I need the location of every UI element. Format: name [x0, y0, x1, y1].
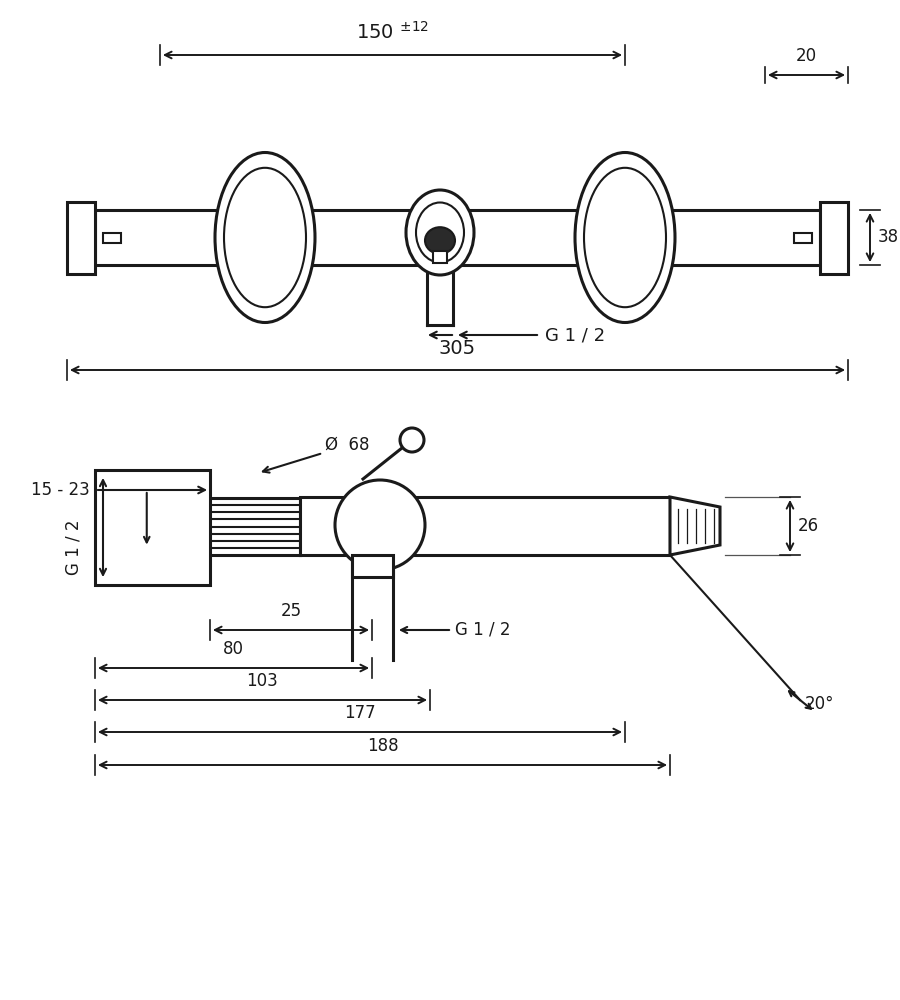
Circle shape [335, 480, 425, 570]
Ellipse shape [224, 168, 306, 307]
Text: 150 $^{\pm12}$: 150 $^{\pm12}$ [356, 21, 429, 43]
Text: 20: 20 [796, 47, 817, 65]
Bar [352, 555, 393, 577]
Ellipse shape [584, 168, 666, 307]
Text: 25: 25 [281, 602, 302, 620]
Ellipse shape [416, 202, 464, 262]
Text: G 1 / 2: G 1 / 2 [64, 520, 82, 575]
Bar [433, 250, 447, 262]
Bar [820, 202, 848, 273]
Bar [95, 470, 210, 585]
Polygon shape [670, 497, 720, 555]
Text: 188: 188 [366, 737, 399, 755]
Ellipse shape [215, 152, 315, 322]
Text: 38: 38 [878, 229, 899, 246]
Text: 305: 305 [439, 339, 476, 358]
Text: 26: 26 [798, 517, 819, 535]
Bar [794, 232, 812, 242]
Text: Ø  68: Ø 68 [325, 436, 370, 454]
Ellipse shape [575, 152, 675, 322]
Ellipse shape [425, 227, 455, 254]
Bar [67, 202, 95, 273]
Text: 103: 103 [247, 672, 278, 690]
Text: G 1 / 2: G 1 / 2 [455, 621, 510, 639]
Text: 20°: 20° [805, 695, 834, 713]
Text: G 1 / 2: G 1 / 2 [545, 326, 605, 344]
Bar [95, 210, 820, 265]
Circle shape [400, 428, 424, 452]
Bar [103, 232, 121, 242]
Text: 15 - 23: 15 - 23 [32, 481, 90, 499]
Bar [300, 497, 670, 555]
Ellipse shape [406, 190, 474, 275]
Text: 80: 80 [223, 640, 244, 658]
Text: 177: 177 [344, 704, 376, 722]
